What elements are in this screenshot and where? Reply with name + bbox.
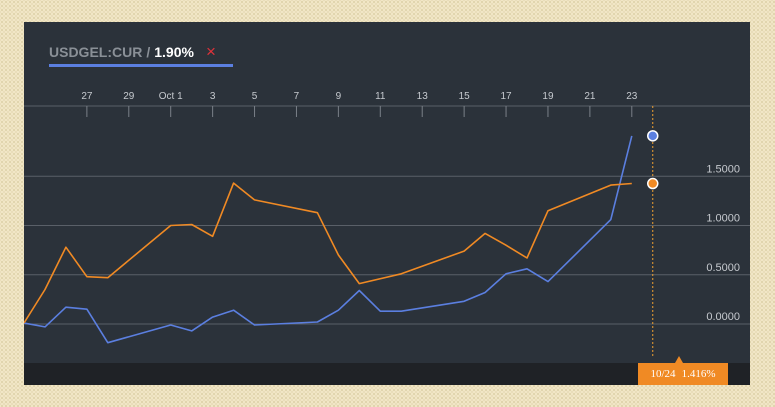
y-tick-label: 1.0000 xyxy=(706,213,740,225)
legend-series-underline xyxy=(49,64,233,67)
x-tick-label: 17 xyxy=(500,91,512,102)
x-tick-label: 11 xyxy=(375,91,386,102)
chart-panel: 27 29 Oct 1 3 5 7 9 11 13 15 17 19 21 23 1.5000 1.0000 0… xyxy=(24,22,750,385)
x-tick-label: 13 xyxy=(417,91,429,102)
tooltip-date: 10/24 xyxy=(650,368,676,380)
x-tick-label: 5 xyxy=(252,91,258,102)
tooltip-pointer xyxy=(675,356,683,363)
x-tick-label: 23 xyxy=(626,91,638,102)
x-tick-label: 19 xyxy=(542,91,554,102)
x-tick-label: 9 xyxy=(336,91,342,102)
x-tick-label: 27 xyxy=(81,91,93,102)
series-line-usdgel[interactable] xyxy=(24,135,633,344)
x-tick-label: Oct 1 xyxy=(159,91,183,102)
crosshair-tooltip: 10/24 1.416% xyxy=(638,363,728,385)
legend-symbol[interactable]: USDGEL:CUR xyxy=(49,44,143,60)
series-line-comparison[interactable] xyxy=(24,182,632,324)
remove-series-icon[interactable]: × xyxy=(205,42,216,61)
chart-canvas[interactable]: 27 29 Oct 1 3 5 7 9 11 13 15 17 19 21 23 1.5000 1.0000 0… xyxy=(24,22,750,385)
x-tick-label: 21 xyxy=(584,91,596,102)
chart-footer-bar xyxy=(24,363,750,385)
series-end-marker-comparison xyxy=(647,177,659,190)
legend-separator: / xyxy=(146,44,151,60)
y-tick-label: 0.5000 xyxy=(706,262,740,274)
legend-change-value: 1.90% xyxy=(154,44,194,60)
x-tick-label: 15 xyxy=(459,91,471,102)
series-end-marker-usdgel xyxy=(647,130,659,142)
x-tick-label: 29 xyxy=(123,91,135,102)
chart-legend: USDGEL:CUR / 1.90% × xyxy=(49,42,216,61)
y-tick-label: 0.0000 xyxy=(706,311,740,323)
tooltip-value: 1.416% xyxy=(681,368,716,380)
x-tick-label: 7 xyxy=(294,91,300,102)
y-tick-label: 1.5000 xyxy=(706,163,740,175)
x-tick-label: 3 xyxy=(210,91,216,102)
